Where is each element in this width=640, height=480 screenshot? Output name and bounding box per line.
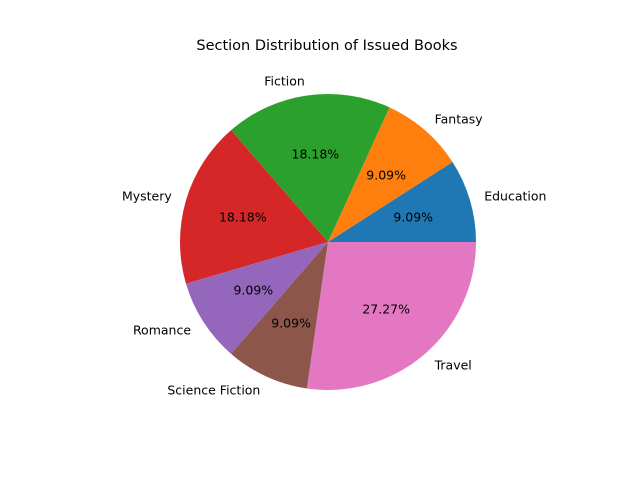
slice-percent-mystery: 18.18%	[219, 209, 267, 224]
slice-percent-fantasy: 9.09%	[366, 167, 406, 182]
slice-label-fantasy: Fantasy	[435, 111, 484, 126]
slice-label-mystery: Mystery	[122, 189, 172, 204]
slice-label-romance: Romance	[133, 323, 191, 338]
pie-labels: Education 9.09% Fantasy 9.09% Fiction 18.18% M…	[122, 73, 546, 397]
pie-slice-romance	[186, 242, 328, 354]
slice-percent-fiction: 18.18%	[292, 147, 340, 162]
slice-label-education: Education	[484, 189, 546, 204]
slice-percent-travel: 27.27%	[362, 302, 410, 317]
slice-percent-romance: 9.09%	[233, 283, 273, 298]
pie-slice-mystery	[180, 130, 328, 284]
slice-label-fiction: Fiction	[264, 73, 305, 88]
slice-label-science-fiction: Science Fiction	[167, 383, 260, 398]
slice-percent-science-fiction: 9.09%	[271, 315, 311, 330]
chart-title: Section Distribution of Issued Books	[196, 38, 457, 54]
pie-slice-science-fiction	[231, 242, 328, 389]
pie-slice-fiction	[231, 93, 390, 242]
pie-slices	[180, 93, 476, 390]
pie-slice-travel	[306, 242, 476, 390]
pie-slice-education	[328, 161, 476, 242]
pie-slice-fantasy	[328, 107, 453, 243]
slice-label-travel: Travel	[434, 358, 472, 373]
slice-percent-education: 9.09%	[393, 209, 433, 224]
